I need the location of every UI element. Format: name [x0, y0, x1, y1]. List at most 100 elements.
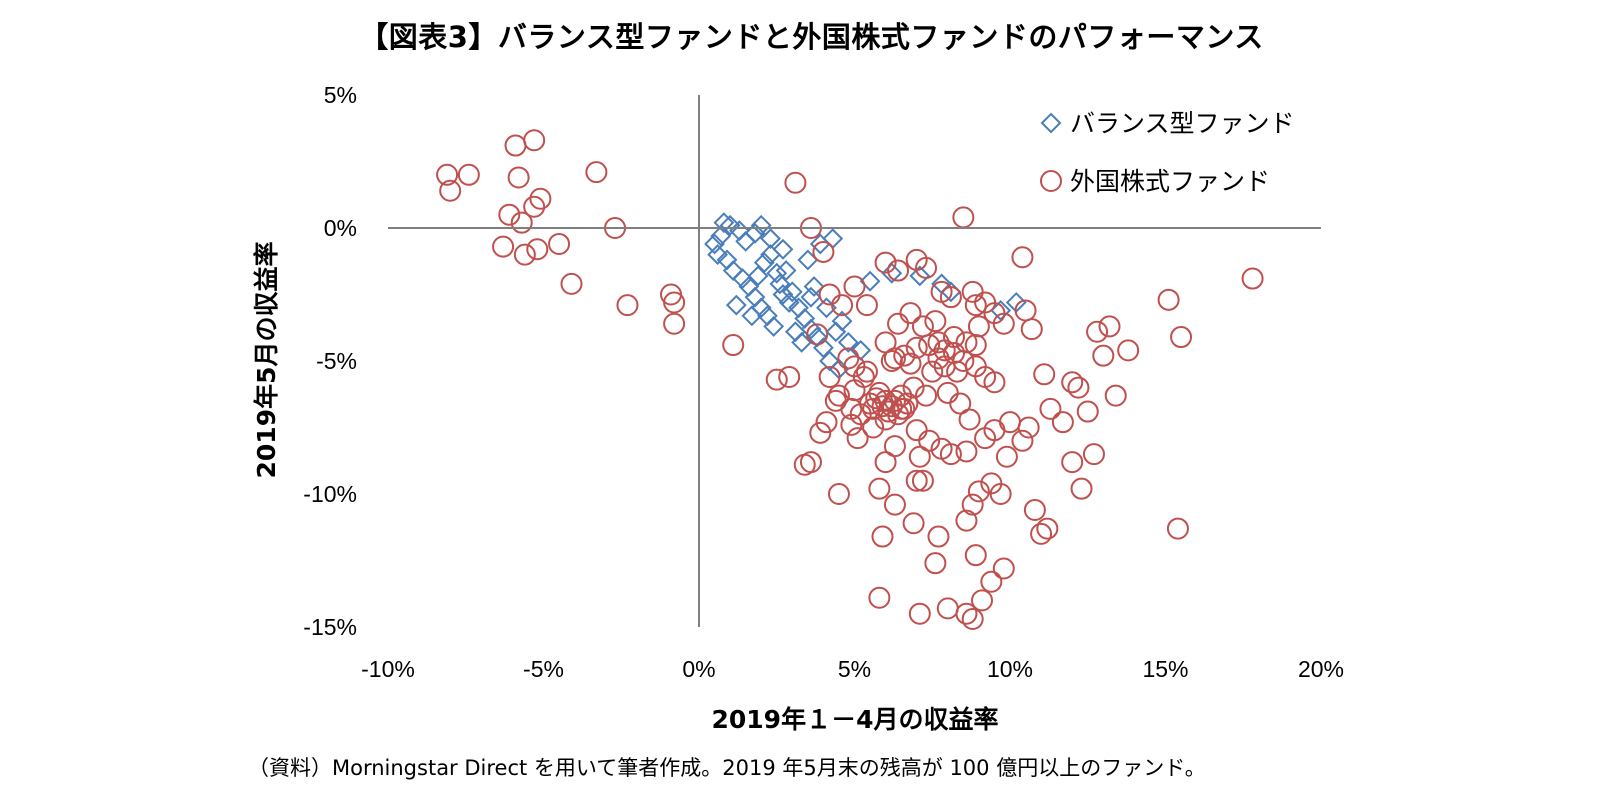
foreign-fund-point — [1011, 429, 1034, 452]
foreign-fund-point — [927, 347, 950, 370]
foreign-fund-point — [883, 493, 906, 516]
foreign-fund-point — [1067, 376, 1090, 399]
balanced-fund-point — [713, 212, 735, 234]
foreign-fund-point — [927, 525, 950, 548]
balanced-fund-point — [881, 262, 903, 284]
balanced-fund-point — [710, 225, 732, 247]
foreign-fund-point — [955, 602, 978, 625]
balanced-fund-point — [725, 294, 747, 316]
foreign-fund-point — [971, 589, 994, 612]
balanced-fund-point — [753, 252, 775, 273]
balanced-fund-point — [704, 233, 725, 255]
foreign-fund-point — [529, 187, 552, 210]
foreign-fund-point — [855, 294, 878, 317]
legend-item-balanced: バランス型ファンド — [1040, 109, 1295, 138]
foreign-fund-point — [877, 400, 900, 423]
balanced-fund-point — [803, 276, 825, 297]
foreign-fund-point — [1017, 416, 1040, 439]
foreign-fund-point — [784, 171, 807, 194]
foreign-fund-point — [943, 326, 966, 349]
axes — [388, 95, 1321, 627]
foreign-fund-point — [862, 416, 885, 439]
foreign-fund-point — [871, 525, 894, 548]
foreign-fund-point — [874, 331, 897, 354]
x-tick-label: -5% — [523, 656, 564, 682]
foreign-fund-point — [585, 161, 608, 184]
foreign-fund-point — [1011, 246, 1034, 269]
balanced-fund-point — [766, 262, 788, 284]
foreign-fund-point — [874, 389, 897, 412]
foreign-fund-point — [995, 445, 1018, 468]
foreign-fund-point — [936, 597, 959, 620]
balanced-fund-point — [822, 228, 844, 250]
legend: バランス型ファンド 外国株式ファンド — [1040, 109, 1295, 196]
foreign-fund-point — [843, 275, 866, 298]
foreign-fund-point — [1166, 517, 1189, 540]
balanced-fund-point — [722, 260, 744, 281]
foreign-fund-point — [933, 355, 956, 378]
foreign-fund-point — [961, 280, 984, 303]
x-tick-label: -10% — [361, 656, 415, 682]
foreign-fund-point — [843, 355, 866, 378]
foreign-fund-point — [939, 286, 962, 309]
balanced-fund-point — [769, 273, 791, 295]
chart-title: 【図表3】バランス型ファンドと外国株式ファンドのパフォーマンス — [359, 20, 1264, 54]
foreign-fund-point — [967, 315, 990, 338]
y-tick-labels: 5% 0% -5% -10% -15% — [303, 82, 357, 640]
foreign-fund-point — [439, 179, 462, 202]
foreign-fund-point — [902, 512, 925, 535]
foreign-fund-point — [523, 129, 546, 152]
foreign-fund-point — [827, 483, 850, 505]
foreign-fund-point — [964, 294, 987, 317]
foreign-fund-point — [1051, 411, 1074, 434]
foreign-fund-point — [812, 240, 835, 263]
foreign-fund-point — [1061, 451, 1084, 474]
foreign-fund-point — [874, 451, 897, 474]
foreign-fund-point — [1104, 384, 1127, 407]
balanced-fund-point — [772, 284, 794, 305]
balanced-fund-point — [750, 214, 772, 236]
foreign-fund-point — [918, 429, 941, 452]
balanced-fund-point — [825, 321, 847, 343]
foreign-fund-point — [908, 445, 931, 468]
foreign-fund-point — [837, 347, 860, 370]
foreign-fund-point — [1030, 522, 1053, 545]
foreign-fund-point — [915, 384, 938, 407]
foreign-fund-point — [1039, 397, 1062, 420]
foreign-fund-point — [831, 294, 854, 317]
scatter-chart: -10% -5% 0% 5% 10% 15% 20% 5%0%-5%-10%-15% 201… — [252, 82, 1344, 734]
foreign-fund-point — [663, 291, 686, 314]
foreign-fund-point — [924, 552, 947, 575]
foreign-fund-point — [1033, 363, 1056, 386]
balanced-fund-point — [800, 286, 822, 308]
foreign-fund-point — [846, 427, 869, 450]
foreign-fund-point — [946, 360, 969, 383]
balanced-fund-point — [778, 292, 800, 313]
foreign-fund-point — [927, 331, 950, 354]
foreign-fund-point — [905, 469, 928, 492]
balanced-fund-point — [763, 316, 785, 337]
balanced-fund-point — [719, 214, 741, 236]
foreign-fund-point — [983, 371, 1006, 394]
foreign-fund-point — [989, 483, 1012, 505]
foreign-fund-point — [924, 310, 947, 333]
foreign-fund-point — [663, 312, 686, 335]
source-note: （資料）Morningstar Direct を用いて筆者作成。2019 年5月… — [248, 756, 1206, 780]
legend-marker-circle — [1040, 170, 1062, 192]
balanced-fund-point — [760, 244, 781, 266]
balanced-fund-point — [735, 230, 757, 252]
foreign-fund-point — [1117, 339, 1140, 362]
foreign-fund-point — [1170, 326, 1193, 349]
foreign-fund-point — [999, 411, 1021, 434]
x-tick-labels: -10% -5% 0% 5% 10% 15% 20% — [361, 656, 1344, 682]
foreign-fund-point — [818, 365, 841, 388]
foreign-fund-point — [887, 312, 910, 335]
foreign-fund-point — [868, 381, 891, 404]
legend-item-foreign: 外国株式ファンド — [1040, 167, 1270, 196]
foreign-fund-point — [911, 469, 934, 492]
y-tick-label: -10% — [303, 481, 357, 507]
foreign-fund-point — [899, 302, 922, 325]
balanced-fund-point — [837, 331, 859, 353]
foreign-fund-point — [765, 368, 788, 391]
legend-label-balanced: バランス型ファンド — [1070, 109, 1295, 138]
